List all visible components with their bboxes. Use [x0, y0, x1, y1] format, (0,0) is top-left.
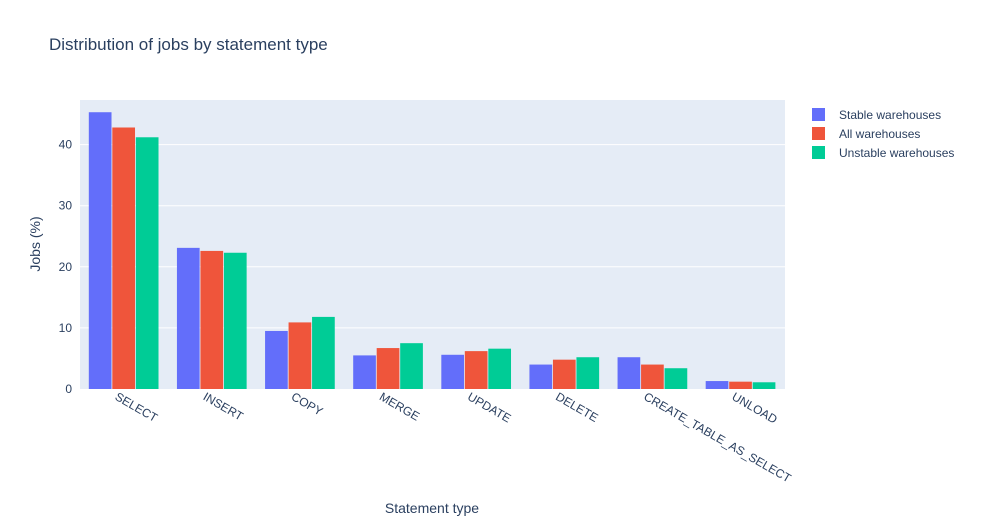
y-tick-label: 20	[59, 260, 73, 274]
chart-title: Distribution of jobs by statement type	[49, 35, 328, 54]
bar[interactable]	[617, 357, 641, 389]
bar[interactable]	[135, 137, 159, 389]
bar[interactable]	[288, 322, 312, 389]
y-axis-label: Jobs (%)	[27, 216, 43, 271]
legend: Stable warehouses All warehouses Unstable …	[812, 108, 954, 160]
legend-swatch	[812, 146, 825, 159]
x-tick-label: SELECT	[113, 389, 161, 425]
bar[interactable]	[552, 359, 576, 389]
bar[interactable]	[464, 351, 488, 389]
x-tick-label: UPDATE	[465, 389, 513, 425]
bars	[88, 112, 776, 389]
bar[interactable]	[376, 348, 400, 389]
y-tick-label: 0	[65, 382, 72, 396]
bar[interactable]	[223, 252, 247, 389]
y-tick-label: 10	[59, 321, 73, 335]
bar[interactable]	[88, 112, 112, 389]
bar[interactable]	[664, 368, 688, 389]
bar[interactable]	[353, 355, 376, 389]
y-axis-ticks: 0 10 20 30 40	[59, 138, 73, 396]
legend-swatch	[812, 108, 825, 121]
x-tick-label: COPY	[289, 389, 325, 418]
bar[interactable]	[529, 364, 553, 389]
bar[interactable]	[641, 364, 664, 389]
x-tick-label: DELETE	[553, 389, 600, 424]
bar[interactable]	[441, 354, 465, 389]
legend-label: All warehouses	[839, 127, 920, 141]
bar[interactable]	[705, 381, 729, 389]
bar[interactable]	[400, 343, 423, 389]
x-tick-label: UNLOAD	[729, 389, 780, 426]
x-tick-label: INSERT	[201, 389, 247, 423]
legend-item[interactable]: Unstable warehouses	[812, 146, 954, 160]
x-tick-label: MERGE	[377, 389, 422, 423]
bar[interactable]	[265, 330, 288, 389]
legend-item[interactable]: Stable warehouses	[812, 108, 941, 122]
bar[interactable]	[576, 357, 600, 389]
legend-label: Stable warehouses	[839, 108, 941, 122]
bar[interactable]	[312, 316, 335, 389]
bar[interactable]	[112, 127, 136, 389]
x-tick-label: CREATE_TABLE_AS_SELECT	[641, 389, 794, 485]
bar[interactable]	[752, 382, 776, 389]
x-axis-ticks: SELECT INSERT COPY MERGE UPDATE DELETE CREATE_…	[113, 389, 794, 485]
legend-swatch	[812, 127, 825, 140]
y-tick-label: 40	[59, 138, 73, 152]
bar[interactable]	[176, 247, 200, 389]
legend-label: Unstable warehouses	[839, 146, 954, 160]
bar[interactable]	[488, 348, 512, 389]
legend-item[interactable]: All warehouses	[812, 127, 920, 141]
x-axis-label: Statement type	[385, 500, 479, 516]
bar[interactable]	[200, 250, 224, 389]
bar[interactable]	[729, 381, 752, 389]
y-tick-label: 30	[59, 199, 73, 213]
